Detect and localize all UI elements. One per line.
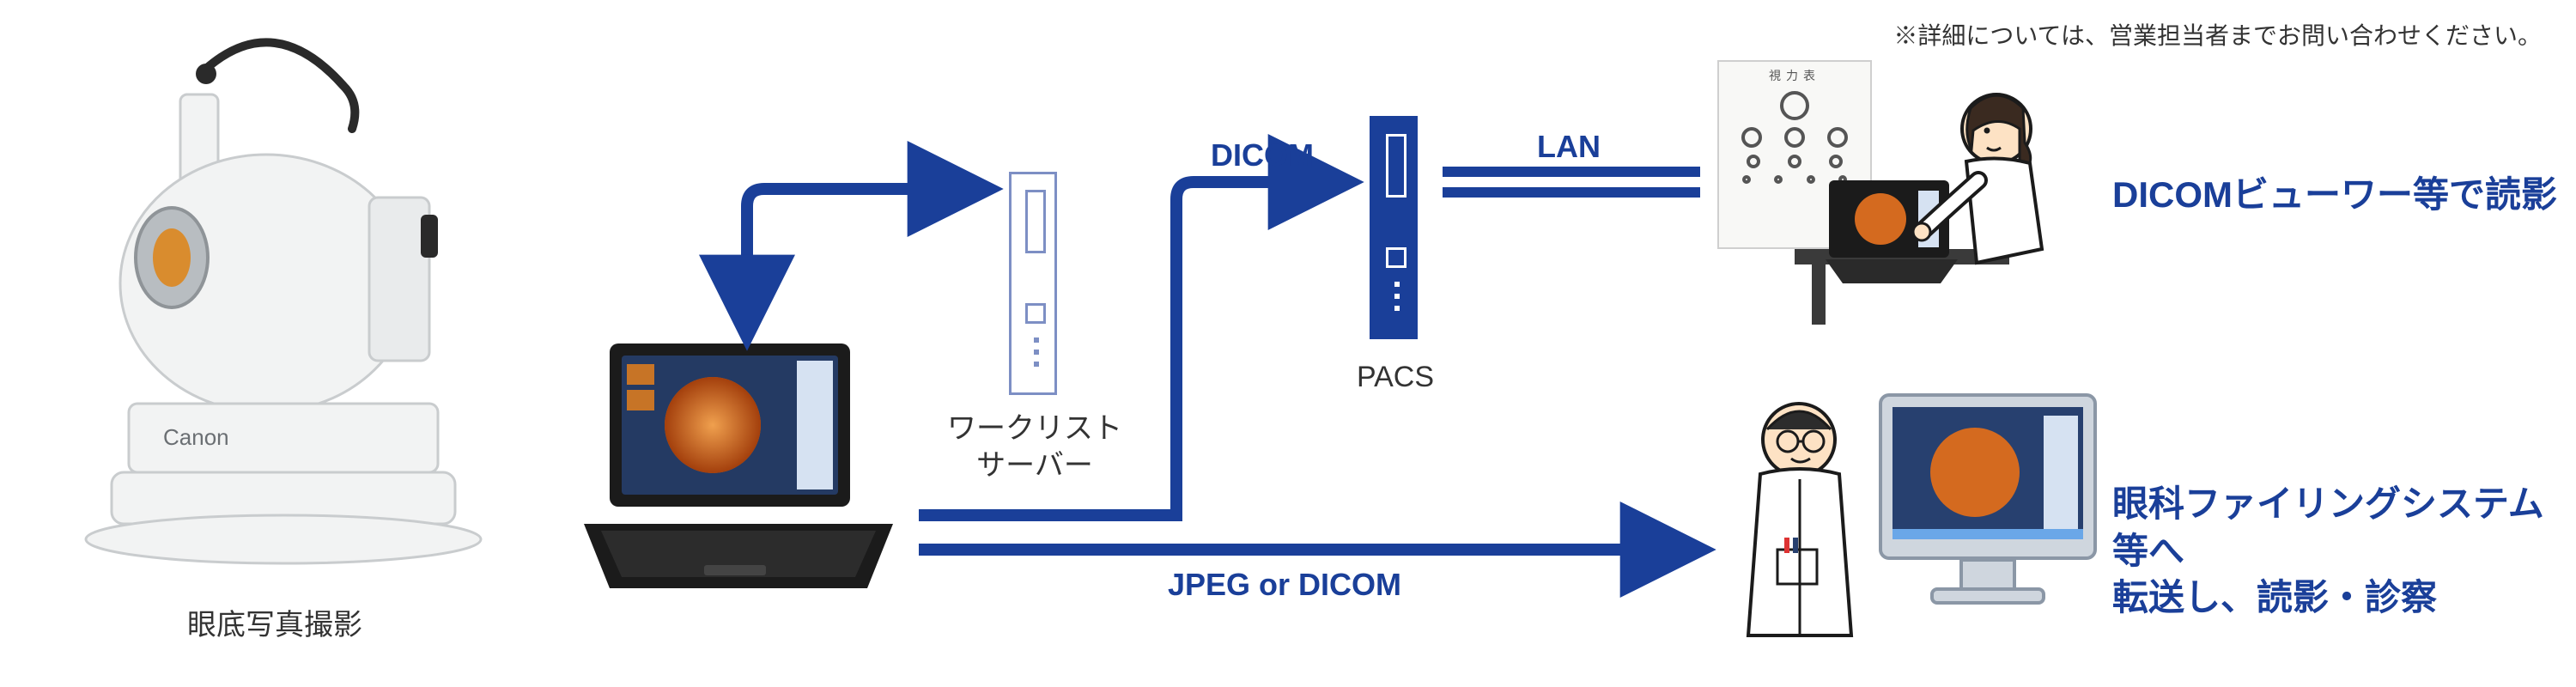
- clinician-viewer: 視力表: [1717, 60, 2078, 335]
- dicom-label: DICOM: [1211, 137, 1314, 173]
- lan-label: LAN: [1537, 129, 1601, 165]
- output-bottom-l2: 転送し、読影・診察: [2112, 577, 2437, 617]
- output-bottom-label: 眼科ファイリングシステム等へ 転送し、読影・診察: [2112, 481, 2576, 622]
- clinician-filing: [1717, 378, 2112, 653]
- output-top-label: DICOMビューワー等で読影: [2112, 172, 2557, 219]
- jpeg-or-dicom-label: JPEG or DICOM: [1168, 567, 1401, 603]
- output-bottom-l1: 眼科ファイリングシステム等へ: [2112, 483, 2544, 571]
